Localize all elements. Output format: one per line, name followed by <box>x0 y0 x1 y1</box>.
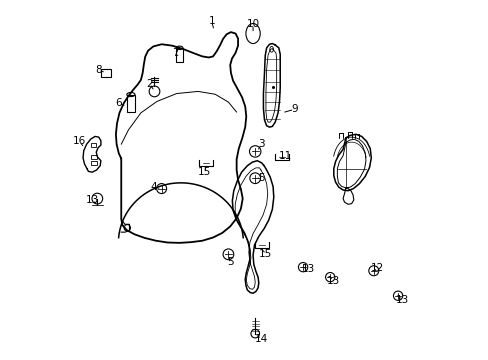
Bar <box>176 48 183 62</box>
Text: 7: 7 <box>172 48 179 58</box>
Text: 8: 8 <box>95 65 102 75</box>
Text: 5: 5 <box>258 173 264 183</box>
Text: 4: 4 <box>150 182 156 192</box>
Text: 13: 13 <box>86 195 99 205</box>
Text: 15: 15 <box>198 167 211 177</box>
Text: 6: 6 <box>115 98 122 108</box>
Text: 13: 13 <box>326 276 339 286</box>
Bar <box>101 69 111 77</box>
Text: 11: 11 <box>278 151 292 161</box>
Bar <box>91 155 97 158</box>
Text: 12: 12 <box>370 262 383 273</box>
Text: 13: 13 <box>395 295 408 305</box>
Text: 1: 1 <box>208 16 215 26</box>
Text: 14: 14 <box>255 334 268 344</box>
Text: 5: 5 <box>227 257 234 267</box>
Text: 15: 15 <box>259 249 272 259</box>
Text: 3: 3 <box>258 139 264 149</box>
Text: 10: 10 <box>246 19 259 29</box>
Bar <box>91 161 97 165</box>
Bar <box>126 95 135 112</box>
Text: 13: 13 <box>301 264 314 274</box>
Text: 16: 16 <box>73 136 86 147</box>
Text: 2: 2 <box>146 78 153 89</box>
Bar <box>91 143 96 147</box>
Text: 9: 9 <box>290 104 297 114</box>
